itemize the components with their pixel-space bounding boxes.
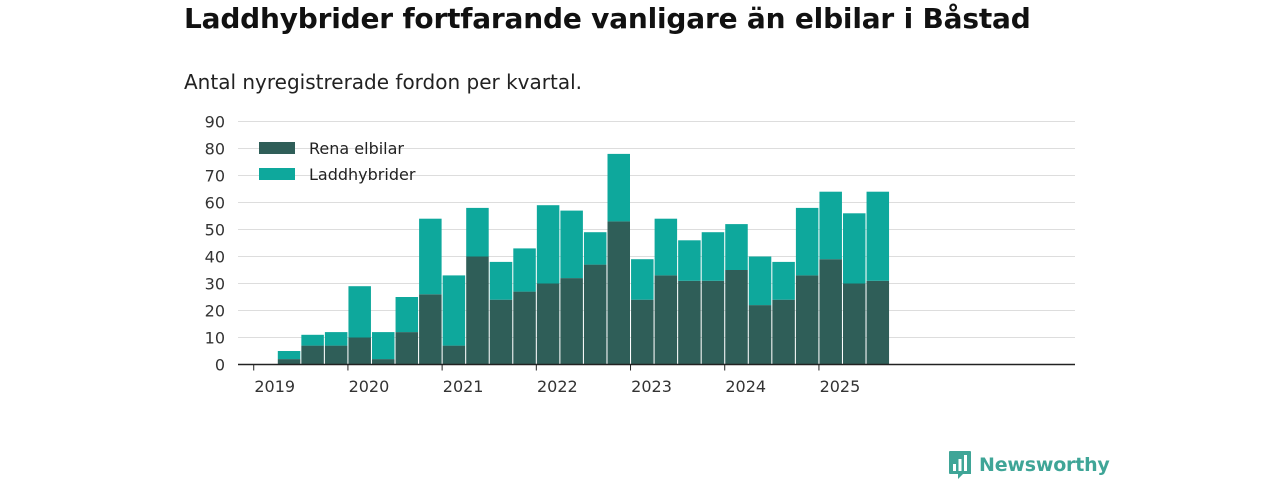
bar-rena-elbilar <box>843 283 866 365</box>
legend-label-laddhybrider: Laddhybrider <box>309 165 416 184</box>
y-tick-label: 70 <box>205 167 225 186</box>
x-tick-label: 2025 <box>820 377 861 396</box>
newsworthy-logo: Newsworthy <box>948 450 1110 480</box>
legend-swatch-laddhybrider <box>259 168 295 180</box>
y-tick-label: 50 <box>205 221 225 240</box>
bar-laddhybrider <box>772 261 795 300</box>
bar-rena-elbilar <box>748 305 772 365</box>
bar-rena-elbilar <box>654 275 678 365</box>
bar-laddhybrider <box>395 297 419 333</box>
bar-laddhybrider <box>277 351 301 360</box>
bar-laddhybrider <box>513 248 536 292</box>
bar-laddhybrider <box>324 332 348 346</box>
bar-laddhybrider <box>795 207 819 276</box>
y-tick-label: 10 <box>205 329 225 348</box>
bar-rena-elbilar <box>324 345 348 365</box>
x-tick-label: 2022 <box>537 377 578 396</box>
y-tick-label: 80 <box>205 140 225 159</box>
bar-rena-elbilar <box>678 280 701 365</box>
bar-laddhybrider <box>607 153 630 222</box>
y-tick-label: 60 <box>205 194 225 213</box>
bar-laddhybrider <box>536 205 560 284</box>
x-tick-label: 2021 <box>443 377 484 396</box>
y-tick-label: 90 <box>205 113 225 132</box>
bar-rena-elbilar <box>301 345 324 365</box>
legend-label-rena-elbilar: Rena elbilar <box>309 139 404 158</box>
bar-rena-elbilar <box>701 280 725 365</box>
bar-rena-elbilar <box>489 299 513 365</box>
bar-rena-elbilar <box>866 280 890 365</box>
x-tick-label: 2019 <box>254 377 295 396</box>
bar-laddhybrider <box>631 259 654 300</box>
bar-rena-elbilar <box>725 270 748 365</box>
y-tick-label: 0 <box>215 356 225 375</box>
bar-rena-elbilar <box>819 259 842 365</box>
x-tick-label: 2024 <box>725 377 766 396</box>
y-tick-label: 20 <box>205 302 225 321</box>
bar-rena-elbilar <box>348 337 371 365</box>
y-tick-label: 40 <box>205 248 225 267</box>
bar-rena-elbilar <box>513 291 536 365</box>
bar-rena-elbilar <box>419 294 442 365</box>
bar-chart-badge-icon <box>949 451 971 479</box>
bar-laddhybrider <box>442 275 466 346</box>
bar-rena-elbilar <box>772 299 795 365</box>
bar-rena-elbilar <box>536 283 560 365</box>
bar-laddhybrider <box>866 191 890 281</box>
bar-laddhybrider <box>701 232 725 281</box>
bar-laddhybrider <box>678 240 701 281</box>
bar-laddhybrider <box>654 218 678 276</box>
bar-laddhybrider <box>301 334 324 346</box>
bar-laddhybrider <box>819 191 842 260</box>
bar-laddhybrider <box>843 213 866 284</box>
bar-laddhybrider <box>748 256 772 306</box>
bar-rena-elbilar <box>442 345 466 365</box>
bar-rena-elbilar <box>607 221 630 365</box>
bar-laddhybrider <box>560 210 583 279</box>
bar-rena-elbilar <box>466 256 489 365</box>
bar-laddhybrider <box>466 207 489 257</box>
y-tick-label: 30 <box>205 275 225 294</box>
bar-rena-elbilar <box>277 359 301 365</box>
chart-title: Laddhybrider fortfarande vanligare än el… <box>184 2 1031 35</box>
x-tick-label: 2023 <box>631 377 672 396</box>
bar-laddhybrider <box>348 286 371 338</box>
bar-laddhybrider <box>583 232 607 265</box>
bar-rena-elbilar <box>583 264 607 365</box>
legend-swatch-rena-elbilar <box>259 142 295 154</box>
bar-laddhybrider <box>372 332 395 360</box>
chart-subtitle: Antal nyregistrerade fordon per kvartal. <box>184 70 583 94</box>
bar-rena-elbilar <box>795 275 819 365</box>
bar-laddhybrider <box>419 218 442 295</box>
bar-rena-elbilar <box>372 359 395 365</box>
bar-laddhybrider <box>489 261 513 300</box>
bar-rena-elbilar <box>631 299 654 365</box>
logo-text: Newsworthy <box>979 454 1110 476</box>
bar-rena-elbilar <box>395 332 419 365</box>
bar-rena-elbilar <box>560 278 583 365</box>
x-tick-label: 2020 <box>349 377 390 396</box>
bar-laddhybrider <box>725 224 748 270</box>
